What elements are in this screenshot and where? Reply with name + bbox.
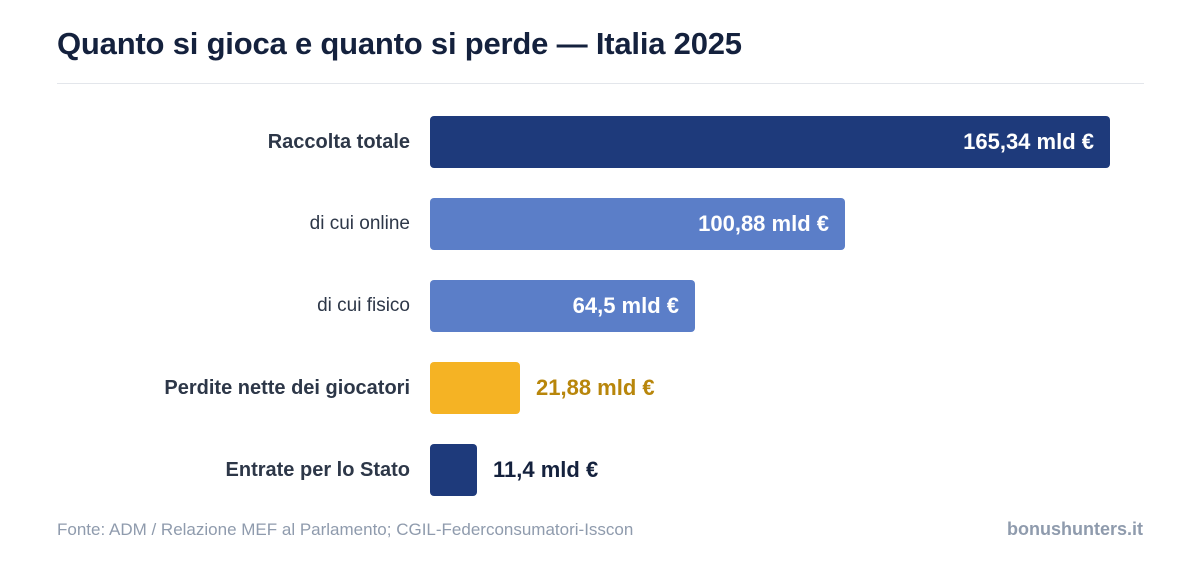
bar-row: Perdite nette dei giocatori 21,88 mld € [0, 362, 1200, 414]
bar [430, 198, 845, 250]
bar-row: di cui fisico 64,5 mld € [0, 280, 1200, 332]
value-label: 64,5 mld € [572, 293, 679, 318]
category-label: di cui online [309, 213, 410, 234]
bar [430, 444, 477, 496]
value-label: 100,88 mld € [698, 211, 829, 236]
category-label: Entrate per lo Stato [225, 459, 410, 481]
bar-row: Entrate per lo Stato 11,4 mld € [0, 444, 1200, 496]
category-label: Raccolta totale [267, 131, 410, 153]
brand-link[interactable]: bonushunters.it [1007, 519, 1143, 539]
bar-row: Raccolta totale 165,34 mld € [0, 116, 1200, 168]
value-label: 11,4 mld € [493, 457, 599, 482]
source-note: Fonte: ADM / Relazione MEF al Parlamento… [57, 520, 634, 539]
bar [430, 362, 520, 414]
bar [430, 116, 1110, 168]
value-label: 21,88 mld € [536, 375, 655, 400]
bar [430, 280, 695, 332]
value-label: 165,34 mld € [963, 129, 1094, 154]
chart-title: Quanto si gioca e quanto si perde — Ital… [57, 26, 742, 61]
category-label: Perdite nette dei giocatori [164, 377, 410, 399]
category-label: di cui fisico [317, 295, 410, 316]
bar-row: di cui online 100,88 mld € [0, 198, 1200, 250]
title-divider [57, 83, 1144, 84]
